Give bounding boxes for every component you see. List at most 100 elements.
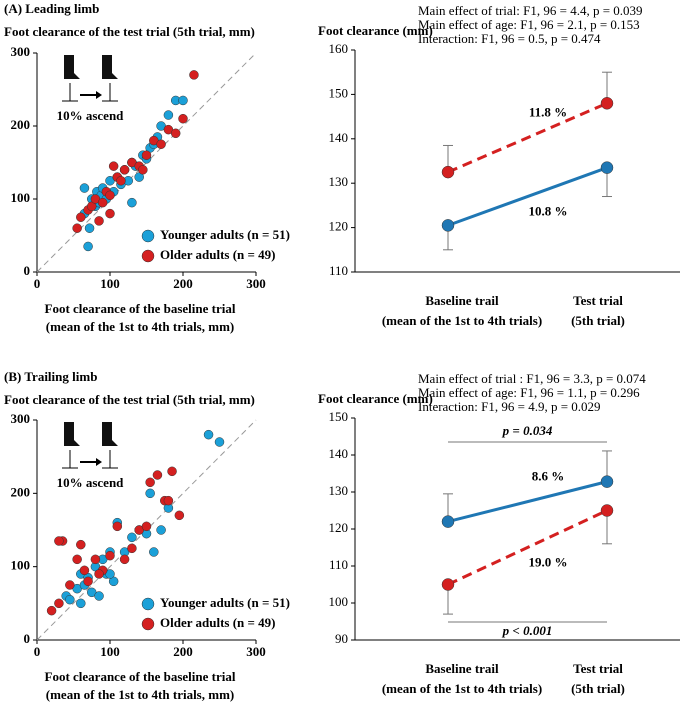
- point: [189, 70, 199, 80]
- y-tick-label: 100: [329, 594, 349, 609]
- annotation: Interaction: F1, 96 = 0.5, p = 0.474: [418, 31, 601, 46]
- point: [72, 223, 82, 233]
- x-tick-label: 0: [34, 644, 41, 659]
- annotation: Main effect of trial: F1, 96 = 4.4, p = …: [418, 3, 643, 18]
- point: [178, 95, 188, 106]
- change-label: 19.0 %: [529, 554, 568, 569]
- point: [170, 128, 181, 139]
- legend-marker: [141, 229, 155, 243]
- annotation: Main effect of trial : F1, 96 = 3.3, p =…: [418, 371, 646, 386]
- y-tick-label: 0: [24, 263, 31, 278]
- inset-icon: [62, 422, 118, 469]
- y-tick-label: 160: [329, 41, 349, 56]
- y-tick-label: 130: [329, 174, 349, 189]
- y-axis-title: Foot clearance of the test trial (5th tr…: [4, 24, 255, 39]
- series-line: [447, 101, 608, 174]
- point: [94, 216, 104, 226]
- point: [127, 197, 137, 208]
- annotation: Interaction: F1, 96 = 4.9, p = 0.029: [418, 399, 601, 414]
- point: [600, 504, 614, 517]
- x-tick-label: 200: [173, 644, 193, 659]
- point: [441, 165, 455, 179]
- x-tick-note: (5th trial): [571, 681, 625, 696]
- x-axis-title: (mean of the 1st to 4th trials, mm): [46, 687, 234, 702]
- point: [105, 550, 115, 561]
- x-axis-title: (mean of the 1st to 4th trials, mm): [46, 319, 234, 334]
- legend-marker: [141, 249, 155, 263]
- point: [600, 97, 614, 110]
- point: [97, 197, 108, 208]
- series-line: [447, 480, 608, 524]
- panel-title: (A) Leading limb: [4, 1, 99, 16]
- inset-label: 10% ascend: [57, 475, 125, 490]
- point: [163, 110, 174, 120]
- point: [119, 165, 130, 175]
- y-tick-label: 100: [11, 190, 31, 205]
- point: [54, 598, 64, 609]
- point: [127, 543, 137, 554]
- y-axis-title: Foot clearance (mm): [318, 23, 433, 38]
- point: [203, 429, 214, 440]
- point: [65, 580, 75, 590]
- point: [178, 113, 188, 124]
- point: [65, 594, 75, 605]
- point: [46, 605, 57, 616]
- annotation: Main effect of age: F1, 96 = 1.1, p = 0.…: [418, 385, 640, 400]
- y-tick-label: 0: [24, 631, 31, 646]
- point: [84, 223, 95, 233]
- icon-part: [96, 458, 102, 466]
- x-tick-label: 300: [246, 276, 266, 291]
- icon-part: [102, 55, 118, 79]
- point: [600, 475, 614, 488]
- bracket-label: p = 0.034: [502, 423, 553, 438]
- y-tick-label: 200: [11, 484, 31, 499]
- point: [76, 212, 86, 222]
- y-axis-title: Foot clearance (mm): [318, 391, 433, 406]
- series-line: [447, 166, 608, 227]
- x-tick-note: (mean of the 1st to 4th trials): [382, 313, 542, 328]
- y-axis-title: Foot clearance of the test trial (5th tr…: [4, 392, 255, 407]
- legend-label: Older adults (n = 49): [160, 615, 276, 630]
- point: [90, 554, 101, 565]
- x-tick-label: 300: [246, 644, 266, 659]
- icon-part: [96, 91, 102, 99]
- y-tick-label: 110: [329, 557, 348, 572]
- y-tick-label: 150: [329, 85, 349, 100]
- y-tick-label: 300: [11, 411, 31, 426]
- inset-icon: [62, 55, 118, 102]
- bracket-label: p < 0.001: [502, 623, 553, 638]
- point: [152, 470, 163, 480]
- point: [441, 515, 455, 528]
- y-tick-label: 110: [329, 263, 348, 278]
- point: [441, 578, 455, 591]
- x-tick-label: 0: [34, 276, 41, 291]
- y-tick-label: 130: [329, 483, 349, 498]
- x-tick-label: 100: [100, 276, 120, 291]
- point: [76, 539, 86, 550]
- point: [141, 150, 152, 160]
- x-tick-label: 100: [100, 644, 120, 659]
- x-tick-label: Test trial: [573, 293, 623, 308]
- point: [72, 554, 82, 565]
- point: [174, 510, 185, 521]
- y-tick-label: 140: [329, 130, 349, 145]
- point: [149, 547, 159, 557]
- point: [116, 176, 126, 186]
- y-tick-label: 120: [329, 219, 349, 234]
- point: [600, 161, 614, 174]
- point: [94, 569, 104, 579]
- point: [119, 554, 130, 565]
- point: [83, 576, 93, 587]
- panel-title: (B) Trailing limb: [4, 369, 97, 384]
- point: [156, 525, 166, 535]
- point: [145, 488, 155, 499]
- change-label: 8.6 %: [532, 469, 565, 484]
- point: [138, 165, 148, 175]
- x-tick-label: Baseline trail: [425, 661, 499, 676]
- legend-label: Younger adults (n = 51): [160, 595, 290, 610]
- x-tick-note: (5th trial): [571, 313, 625, 328]
- inset-label: 10% ascend: [57, 108, 125, 123]
- point: [79, 183, 90, 193]
- y-tick-label: 120: [329, 520, 349, 535]
